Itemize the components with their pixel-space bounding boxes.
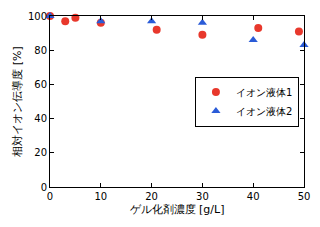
- svg-text:20: 20: [145, 191, 158, 202]
- svg-text:60: 60: [34, 79, 47, 90]
- svg-text:80: 80: [34, 45, 47, 56]
- svg-text:0: 0: [41, 182, 47, 193]
- svg-text:イオン液体2: イオン液体2: [236, 106, 292, 117]
- svg-text:40: 40: [34, 113, 47, 124]
- svg-text:100: 100: [28, 11, 47, 22]
- svg-text:50: 50: [298, 191, 311, 202]
- svg-text:30: 30: [196, 191, 209, 202]
- svg-text:ゲル化剤濃度 [g/L]: ゲル化剤濃度 [g/L]: [130, 203, 225, 216]
- svg-text:イオン液体1: イオン液体1: [236, 87, 292, 98]
- svg-text:40: 40: [247, 191, 260, 202]
- svg-text:相対イオン伝導度 [%]: 相対イオン伝導度 [%]: [11, 46, 24, 157]
- svg-text:20: 20: [34, 147, 47, 158]
- svg-text:10: 10: [94, 191, 107, 202]
- svg-text:0: 0: [47, 191, 53, 202]
